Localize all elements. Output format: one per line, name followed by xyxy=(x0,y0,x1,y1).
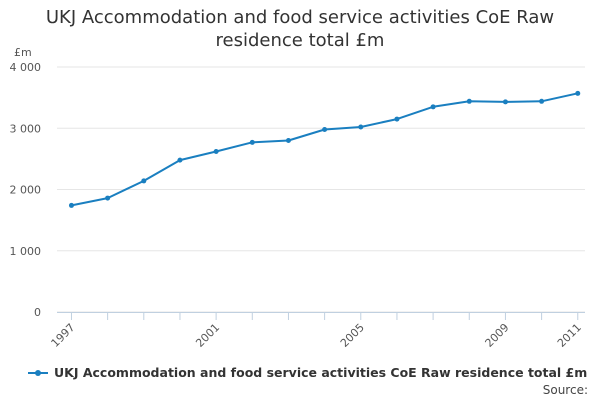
legend[interactable]: UKJ Accommodation and food service activ… xyxy=(28,365,587,380)
x-tick-label-2005: 2005 xyxy=(338,321,367,350)
x-tick-label-2001: 2001 xyxy=(193,321,222,350)
data-point-2011[interactable] xyxy=(575,90,581,96)
tick-labels: 0 1 000 2 000 3 000 4 000 1997 2001 2005 2009 201… xyxy=(10,61,584,350)
series-line-0 xyxy=(71,92,579,207)
axes xyxy=(57,312,585,320)
series-layer xyxy=(68,90,581,208)
y-axis-unit-label: £m xyxy=(14,46,32,59)
data-point-2005[interactable] xyxy=(358,124,364,130)
data-point-1999[interactable] xyxy=(141,178,147,184)
data-point-2004[interactable] xyxy=(322,126,328,132)
x-tick-label-2011: 2011 xyxy=(555,321,584,350)
x-tick-label-2009: 2009 xyxy=(483,321,512,350)
data-point-2003[interactable] xyxy=(285,138,291,143)
data-point-2010[interactable] xyxy=(539,98,545,104)
legend-label: UKJ Accommodation and food service activ… xyxy=(54,365,588,380)
y-tick-label-0: 0 xyxy=(34,306,41,319)
y-tick-label-4000: 4 000 xyxy=(10,61,42,74)
data-point-2009[interactable] xyxy=(502,99,508,105)
y-tick-label-1000: 1 000 xyxy=(10,245,42,258)
data-point-2006[interactable] xyxy=(394,116,400,122)
chart-title: UKJ Accommodation and food service activ… xyxy=(0,6,600,52)
data-point-2008[interactable] xyxy=(466,98,472,104)
data-point-2002[interactable] xyxy=(249,139,255,145)
data-point-2007[interactable] xyxy=(430,104,436,110)
x-tick-label-1997: 1997 xyxy=(49,321,78,350)
data-point-1997[interactable] xyxy=(68,202,74,208)
source-label: Source: xyxy=(542,383,588,397)
chart-title-line-2: residence total £m xyxy=(215,30,385,51)
data-point-2001[interactable] xyxy=(213,149,219,155)
legend-swatch-icon xyxy=(28,369,48,376)
y-tick-label-3000: 3 000 xyxy=(10,122,42,135)
chart-title-line-1: UKJ Accommodation and food service activ… xyxy=(45,7,555,28)
data-point-2000[interactable] xyxy=(177,157,183,163)
y-tick-label-2000: 2 000 xyxy=(10,184,42,197)
data-point-1998[interactable] xyxy=(105,195,111,201)
